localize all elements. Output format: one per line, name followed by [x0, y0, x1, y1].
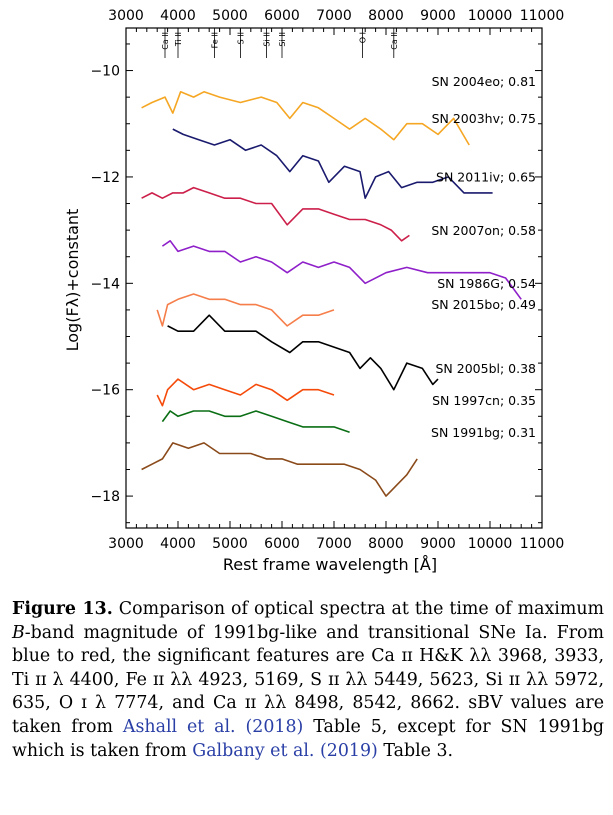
ref-ashall-link[interactable]: Ashall et al.	[122, 716, 236, 737]
x-tick-label-top: 9000	[420, 8, 456, 24]
series-label-2: SN 2011iv; 0.65	[436, 170, 536, 185]
y-axis-label: Log(Fλ)+constant	[63, 209, 82, 352]
series-line-0	[141, 91, 470, 146]
series-label-group: SN 2004eo; 0.81 SN 2003hv; 0.75 SN 2011iv;…	[431, 74, 536, 440]
series-label-5: SN 2015bo; 0.49	[431, 297, 536, 312]
caption-band: B	[12, 622, 25, 643]
y-tick-label: −16	[90, 383, 120, 399]
x-tick-label: 10000	[468, 536, 513, 552]
x-axis-label: Rest frame wavelength [Å]	[223, 555, 437, 574]
x-tick-label-top: 6000	[264, 8, 300, 24]
x-tick-label: 6000	[264, 536, 300, 552]
ref-galbany-year[interactable]: (2019)	[319, 740, 378, 761]
ref-ashall-year[interactable]: (2018)	[245, 716, 304, 737]
ref-galbany-link[interactable]: Galbany et al.	[192, 740, 315, 761]
series-line-6	[156, 378, 335, 407]
series-line-7	[161, 410, 350, 434]
x-tick-label-top: 4000	[160, 8, 196, 24]
series-line-2	[141, 186, 410, 242]
caption-label: Figure 13.	[12, 599, 113, 619]
x-tick-label: 7000	[316, 536, 352, 552]
caption-text-5: Table 3.	[377, 740, 454, 761]
x-tick-label: 3000	[108, 536, 144, 552]
series-label-3: SN 2007on; 0.58	[431, 223, 536, 238]
series-line-1	[172, 128, 493, 199]
series-line-4	[156, 293, 335, 327]
line-marker-label-2: Fe II	[210, 32, 219, 48]
line-marker-label-0: Ca II	[161, 32, 170, 50]
series-label-8: SN 1991bg; 0.31	[431, 425, 536, 440]
line-marker-label-3: S II	[236, 32, 245, 44]
line-marker-label-1: Ti II	[174, 32, 183, 47]
x-tick-label-top: 7000	[316, 8, 352, 24]
series-group	[141, 91, 522, 497]
caption-text-2: -band magnitude of 1991bg-like and trans…	[12, 622, 604, 714]
y-tick-label: −18	[90, 489, 120, 505]
series-label-1: SN 2003hv; 0.75	[432, 111, 536, 126]
series-label-4: SN 1986G; 0.54	[437, 276, 536, 291]
series-label-7: SN 1997cn; 0.35	[432, 393, 536, 408]
series-label-0: SN 2004eo; 0.81	[432, 74, 536, 89]
spectra-chart: 3000 3000 4000 4000 5000 5000 6000 6000 7000 7000…	[63, 8, 564, 574]
caption-text-3: values are taken from	[12, 693, 604, 737]
x-tick-label-top: 8000	[368, 8, 404, 24]
line-marker-label-4: Si II	[262, 32, 271, 47]
x-tick-label: 9000	[420, 536, 456, 552]
series-line-8	[141, 442, 418, 497]
line-marker-group: Ca II Ti II Fe II S II Si II Si II O I Ca II	[161, 28, 399, 58]
caption-sbv: sBV	[468, 693, 503, 714]
y-tick-label: −10	[90, 64, 120, 80]
line-marker-label-6: O I	[359, 32, 368, 43]
series-line-3	[161, 240, 522, 300]
x-tick-label-top: 5000	[212, 8, 248, 24]
x-tick-label-top: 11000	[520, 8, 565, 24]
x-tick-label: 5000	[212, 536, 248, 552]
caption-text-1: Comparison of optical spectra at the tim…	[118, 599, 605, 619]
series-line-5	[167, 314, 439, 391]
axis-ticks: 3000 3000 4000 4000 5000 5000 6000 6000 7000 7000…	[90, 8, 564, 552]
line-marker-label-5: Si II	[278, 32, 287, 47]
x-tick-label-top: 10000	[468, 8, 513, 24]
figure-caption: Figure 13. Comparison of optical spectra…	[12, 598, 604, 763]
x-tick-label: 8000	[368, 536, 404, 552]
y-tick-label: −12	[90, 170, 120, 186]
line-marker-label-7: Ca II	[390, 32, 399, 50]
x-tick-label-top: 3000	[108, 8, 144, 24]
series-label-6: SN 2005bl; 0.38	[436, 361, 537, 376]
y-tick-label: −14	[90, 276, 120, 292]
x-tick-label: 4000	[160, 536, 196, 552]
x-tick-label: 11000	[520, 536, 565, 552]
caption-text-4: Table 5, except for SN 1991bg which is t…	[12, 716, 604, 761]
